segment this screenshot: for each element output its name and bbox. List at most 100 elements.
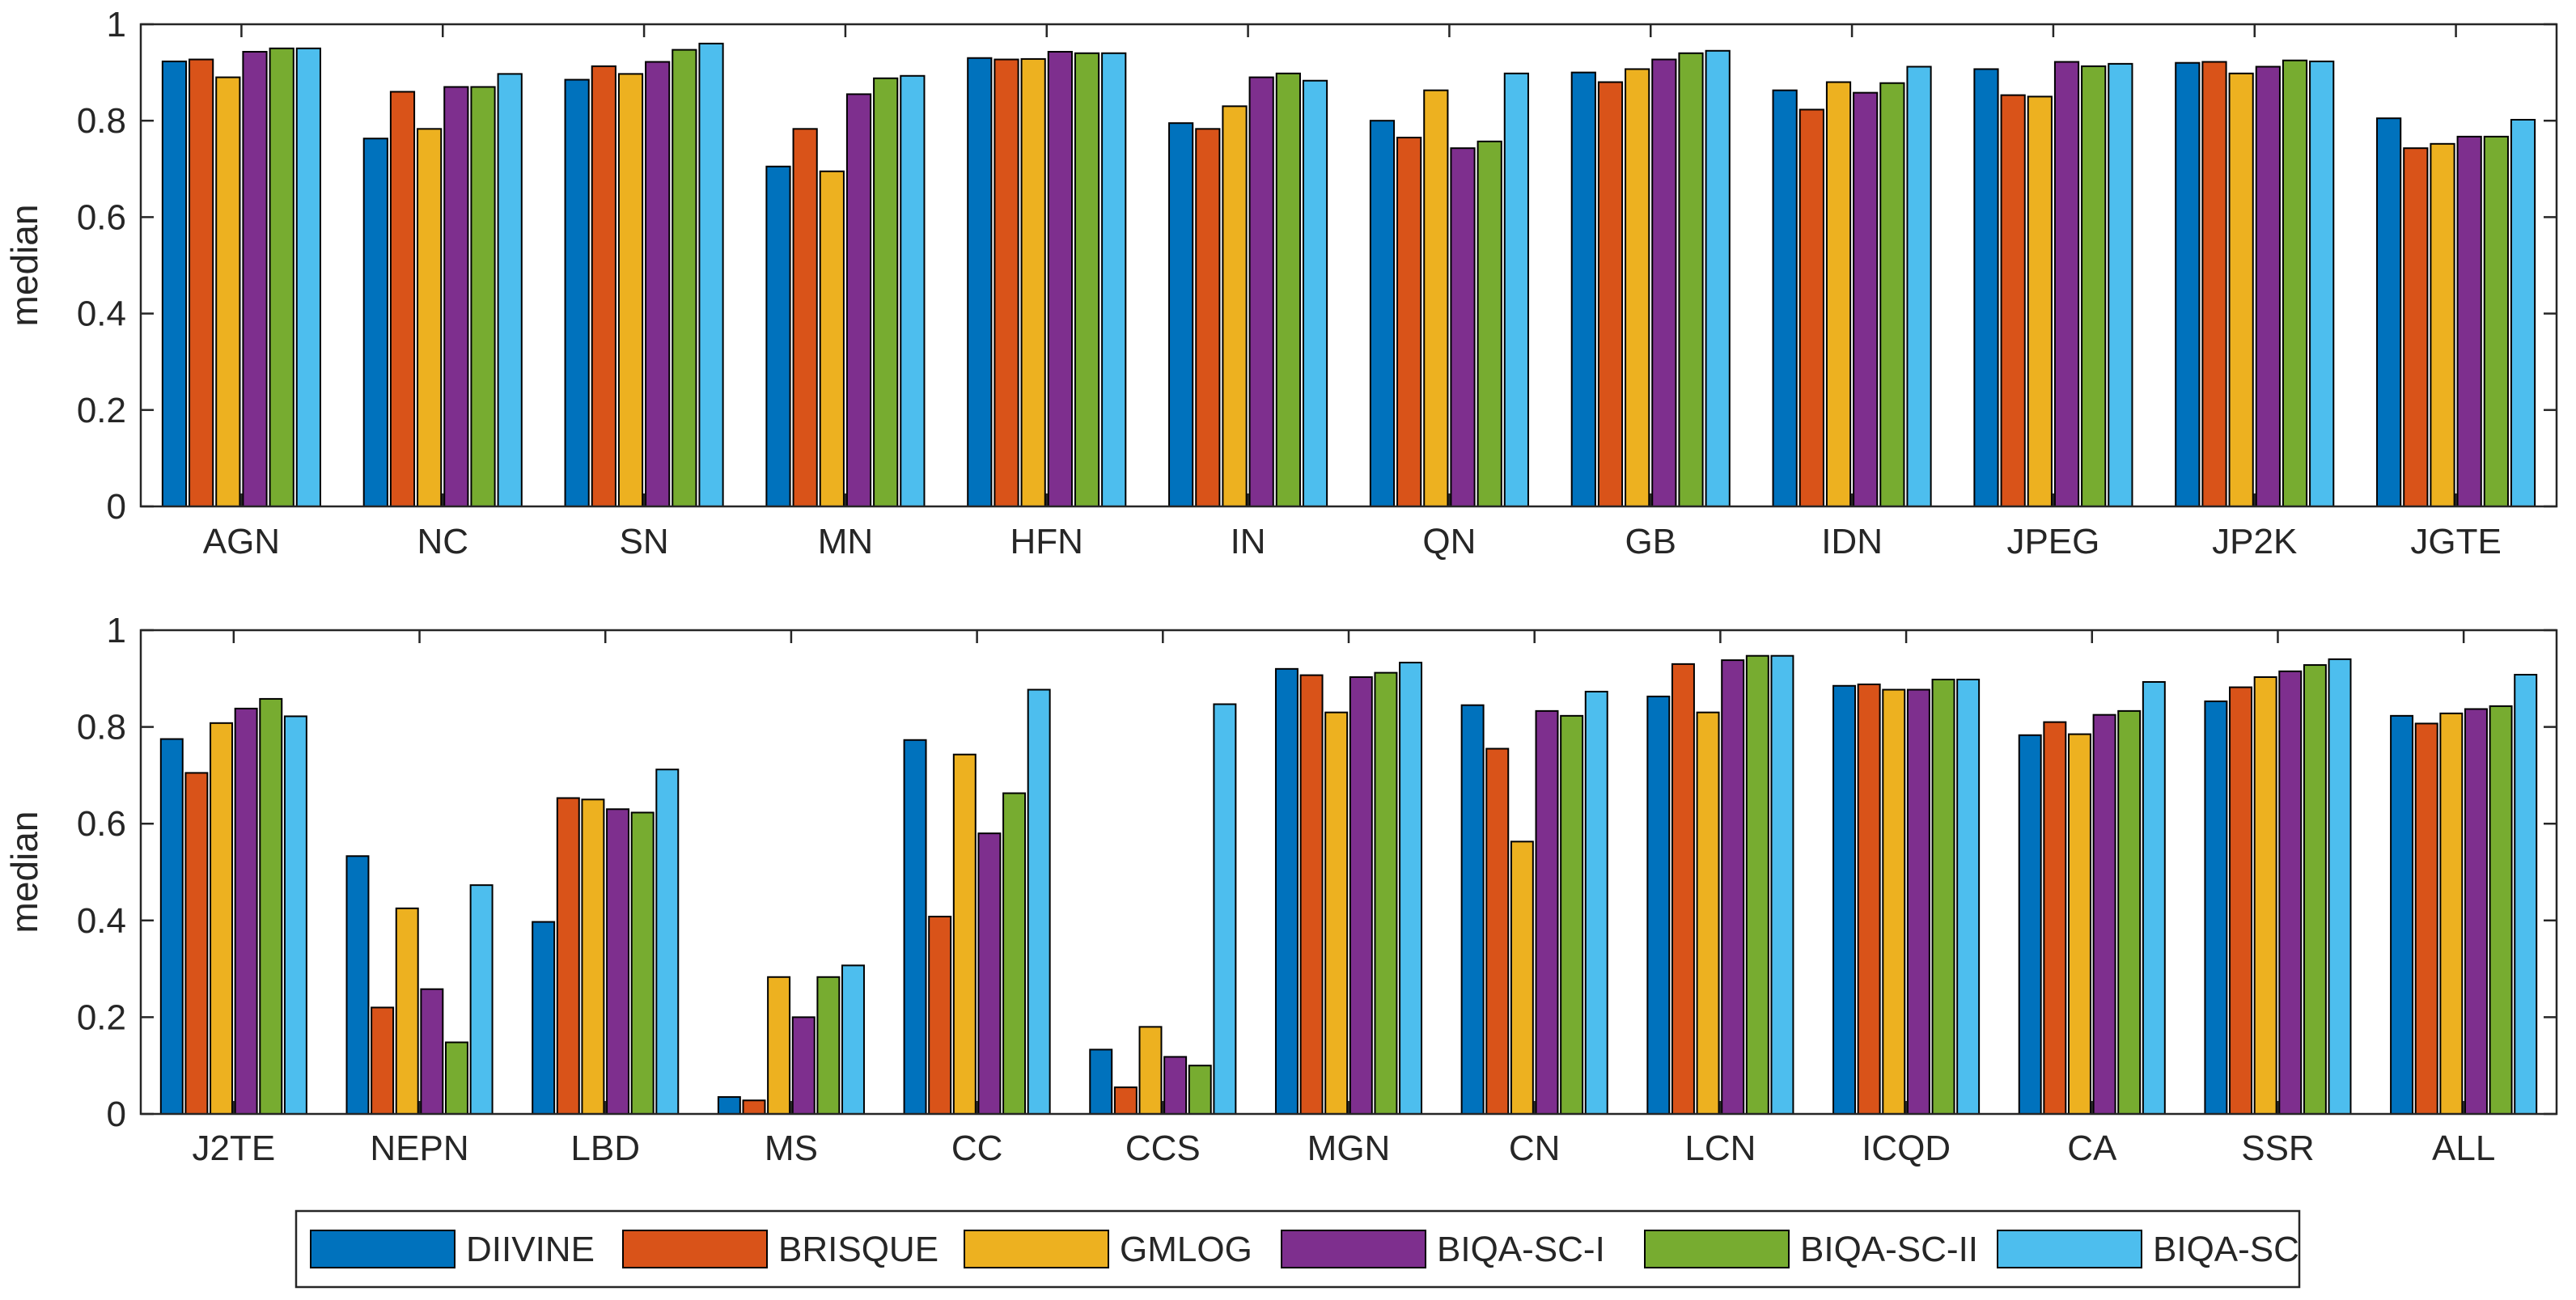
bar-agn-biqa-sc-i (242, 50, 268, 508)
bar-agn-diivine (161, 60, 188, 507)
bar-mgn-biqa-sc (1399, 662, 1423, 1115)
series-biqa-sc (283, 654, 2538, 1116)
bar-ssr-brisque (2229, 686, 2253, 1115)
bar-ca-brisque (2043, 721, 2067, 1115)
bar-j2te-diivine (159, 738, 184, 1115)
bar-j2te-brisque (184, 772, 209, 1115)
bar-cn-brisque (1485, 747, 1510, 1115)
series-gmlog (210, 676, 2464, 1116)
legend-entry-diivine: DIIVINE (310, 1230, 595, 1269)
bar-jpeg-biqa-sc (2108, 62, 2133, 508)
bar-jgte-biqa-sc-ii (2483, 135, 2509, 507)
bar-jp2k-biqa-sc-ii (2282, 59, 2308, 507)
bar-sn-biqa-sc-i (645, 61, 671, 508)
bar-lcn-biqa-sc (1770, 654, 1794, 1115)
bar-gb-biqa-sc (1705, 49, 1731, 507)
bar-ca-biqa-sc-ii (2117, 709, 2142, 1115)
bar-nepn-brisque (371, 1006, 395, 1115)
bar-mgn-diivine (1274, 667, 1299, 1115)
bar-mn-diivine (765, 165, 791, 507)
y-tick-label: 0.8 (77, 101, 126, 141)
x-category-label-agn: AGN (203, 522, 280, 561)
legend-swatch-gmlog (964, 1230, 1109, 1268)
x-category-label-ssr: SSR (2241, 1129, 2314, 1168)
series-biqa-sc-i (234, 659, 2488, 1116)
bar-hfn-brisque (994, 58, 1019, 507)
bar-ssr-biqa-sc-ii (2303, 664, 2327, 1115)
bar-lbd-gmlog (581, 798, 605, 1115)
bar-hfn-biqa-sc-ii (1074, 52, 1100, 507)
bar-lbd-biqa-sc-i (606, 808, 630, 1115)
x-category-label-ms: MS (765, 1129, 818, 1168)
legend-label-biqa-sc-i: BIQA-SC-I (1437, 1230, 1605, 1269)
legend-label-diivine: DIIVINE (466, 1230, 595, 1269)
bar-ms-brisque (742, 1099, 766, 1116)
series-biqa-sc-ii (269, 47, 2509, 508)
bar-lcn-biqa-sc-i (1721, 659, 1745, 1115)
bar-lbd-brisque (556, 797, 580, 1115)
bar-ccs-biqa-sc-ii (1188, 1065, 1212, 1115)
legend-entry-brisque: BRISQUE (622, 1230, 938, 1269)
bar-qn-biqa-sc (1503, 72, 1529, 508)
bar-icqd-biqa-sc-i (1906, 688, 1930, 1115)
bar-jgte-brisque (2403, 147, 2429, 507)
bar-j2te-biqa-sc-i (234, 707, 258, 1115)
bar-jp2k-diivine (2175, 61, 2201, 508)
top-chart: 0 0.2 0.4 0.6 0.8 1 AGN NC SN MN HFN IN QN GB IDN JPEG J… (3, 5, 2558, 561)
legend-label-biqa-sc-ii: BIQA-SC-II (1800, 1230, 1978, 1269)
bar-cc-gmlog (952, 753, 977, 1115)
bar-icqd-brisque (1857, 683, 1881, 1115)
x-category-label-hfn: HFN (1010, 522, 1083, 561)
legend-swatch-diivine (310, 1230, 455, 1268)
bar-qn-diivine (1369, 120, 1396, 507)
series-gmlog (215, 57, 2455, 508)
y-tick-label: 0.4 (77, 901, 126, 941)
bar-ca-biqa-sc-i (2092, 714, 2116, 1116)
legend-entry-biqa-sc: BIQA-SC (1997, 1230, 2299, 1269)
bar-qn-brisque (1396, 137, 1422, 507)
bar-ca-gmlog (2067, 733, 2091, 1115)
bar-lcn-biqa-sc-ii (1745, 654, 1769, 1115)
legend-label-gmlog: GMLOG (1120, 1230, 1252, 1269)
bar-qn-gmlog (1423, 89, 1449, 507)
legend-swatch-biqa-sc-ii (1644, 1230, 1790, 1268)
bar-j2te-gmlog (210, 722, 234, 1115)
x-category-label-ccs: CCS (1125, 1129, 1201, 1168)
bar-all-biqa-sc (2514, 674, 2538, 1115)
x-category-label-nepn: NEPN (370, 1129, 468, 1168)
bar-lbd-biqa-sc (655, 769, 680, 1115)
bar-sn-biqa-sc-ii (672, 49, 697, 507)
bar-jpeg-brisque (2000, 94, 2026, 508)
x-category-label-in: IN (1231, 522, 1266, 561)
x-category-label-qn: QN (1422, 522, 1476, 561)
bar-nepn-biqa-sc (469, 884, 494, 1116)
x-category-label-jp2k: JP2K (2212, 522, 2297, 561)
bar-gb-biqa-sc-ii (1678, 52, 1704, 507)
bar-in-brisque (1195, 128, 1221, 508)
bar-ssr-gmlog (2253, 676, 2277, 1115)
x-category-label-gb: GB (1625, 522, 1676, 561)
bar-ca-diivine (2018, 734, 2042, 1116)
bar-cc-diivine (903, 739, 927, 1115)
bar-nc-biqa-sc (497, 73, 523, 507)
bar-jpeg-biqa-sc-ii (2081, 65, 2107, 508)
legend-entry-gmlog: GMLOG (964, 1230, 1252, 1269)
bar-nc-biqa-sc-ii (470, 86, 496, 508)
bar-lcn-gmlog (1696, 711, 1720, 1115)
bar-lcn-brisque (1671, 663, 1695, 1115)
bar-sn-diivine (564, 78, 590, 508)
bar-in-biqa-sc-i (1248, 76, 1274, 507)
bottom-chart: 0 0.2 0.4 0.6 0.8 1 J2TE NEPN LBD MS CC CCS MGN CN LCN… (3, 611, 2558, 1168)
series-biqa-sc-i (242, 50, 2482, 508)
bar-icqd-gmlog (1882, 688, 1906, 1115)
legend: DIIVINE BRISQUE GMLOG BIQA-SC-I BIQA-SC-II BI… (294, 1209, 2301, 1289)
bar-mgn-biqa-sc-i (1349, 676, 1373, 1115)
bar-ccs-biqa-sc (1213, 703, 1237, 1115)
bar-qn-biqa-sc-i (1450, 147, 1476, 507)
bar-cc-brisque (928, 916, 952, 1116)
bar-jgte-gmlog (2430, 142, 2455, 507)
bar-ssr-biqa-sc (2328, 658, 2352, 1115)
bar-all-diivine (2390, 714, 2414, 1115)
bar-hfn-gmlog (1020, 57, 1046, 508)
bar-cc-biqa-sc-i (977, 832, 1002, 1116)
